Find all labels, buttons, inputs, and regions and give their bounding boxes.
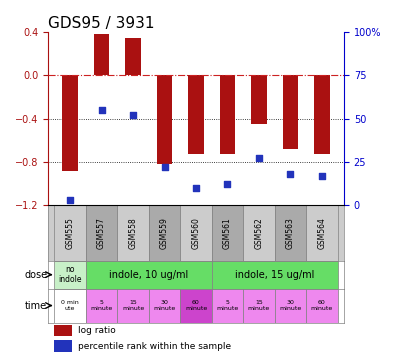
Bar <box>54 325 72 336</box>
Bar <box>157 75 172 164</box>
Text: 30
minute: 30 minute <box>153 300 176 311</box>
Text: GSM562: GSM562 <box>254 217 264 249</box>
Bar <box>314 75 330 154</box>
Text: 15
minute: 15 minute <box>248 300 270 311</box>
Point <box>256 156 262 161</box>
Text: GSM561: GSM561 <box>223 217 232 249</box>
Bar <box>54 205 86 261</box>
Text: indole, 15 ug/ml: indole, 15 ug/ml <box>235 270 314 280</box>
Text: GSM560: GSM560 <box>192 217 200 249</box>
Text: GSM557: GSM557 <box>97 217 106 249</box>
Point <box>130 112 136 118</box>
Bar <box>251 75 267 124</box>
Text: 60
minute: 60 minute <box>185 300 207 311</box>
Point <box>161 164 168 170</box>
Bar <box>212 261 338 288</box>
Text: percentile rank within the sample: percentile rank within the sample <box>78 342 231 351</box>
Bar <box>243 205 275 261</box>
Bar <box>212 205 243 261</box>
Bar <box>180 205 212 261</box>
Text: GSM563: GSM563 <box>286 217 295 249</box>
Bar <box>86 261 212 288</box>
Bar <box>86 205 117 261</box>
Text: indole, 10 ug/ml: indole, 10 ug/ml <box>109 270 188 280</box>
Bar <box>275 205 306 261</box>
Bar <box>212 288 243 322</box>
Bar <box>220 75 235 154</box>
Bar <box>54 340 72 352</box>
Bar <box>275 288 306 322</box>
Text: no
indole: no indole <box>58 265 82 284</box>
Bar <box>180 288 212 322</box>
Text: GSM564: GSM564 <box>318 217 326 249</box>
Bar <box>54 261 86 288</box>
Text: 5
minute: 5 minute <box>216 300 239 311</box>
Bar <box>282 75 298 149</box>
Text: GDS95 / 3931: GDS95 / 3931 <box>48 16 154 31</box>
Bar <box>125 37 141 75</box>
Point <box>67 197 73 203</box>
Bar <box>117 288 149 322</box>
Text: GSM559: GSM559 <box>160 217 169 249</box>
Bar <box>62 75 78 171</box>
Bar <box>54 288 86 322</box>
Text: log ratio: log ratio <box>78 326 115 335</box>
Text: 0 min
ute: 0 min ute <box>61 300 79 311</box>
Bar <box>117 205 149 261</box>
Text: dose: dose <box>24 270 47 280</box>
Text: 15
minute: 15 minute <box>122 300 144 311</box>
Bar <box>306 288 338 322</box>
Text: GSM555: GSM555 <box>66 217 74 249</box>
Bar <box>94 34 110 75</box>
Point <box>98 107 105 113</box>
Bar <box>306 205 338 261</box>
Bar <box>243 288 275 322</box>
Text: 30
minute: 30 minute <box>279 300 302 311</box>
Bar <box>149 205 180 261</box>
Text: 60
minute: 60 minute <box>311 300 333 311</box>
Text: 5
minute: 5 minute <box>90 300 113 311</box>
Bar <box>149 288 180 322</box>
Point <box>224 181 231 187</box>
Text: GSM558: GSM558 <box>128 217 138 249</box>
Text: time: time <box>25 301 47 311</box>
Bar <box>86 288 117 322</box>
Bar <box>188 75 204 154</box>
Point <box>319 173 325 178</box>
Point <box>193 185 199 191</box>
Point <box>287 171 294 177</box>
